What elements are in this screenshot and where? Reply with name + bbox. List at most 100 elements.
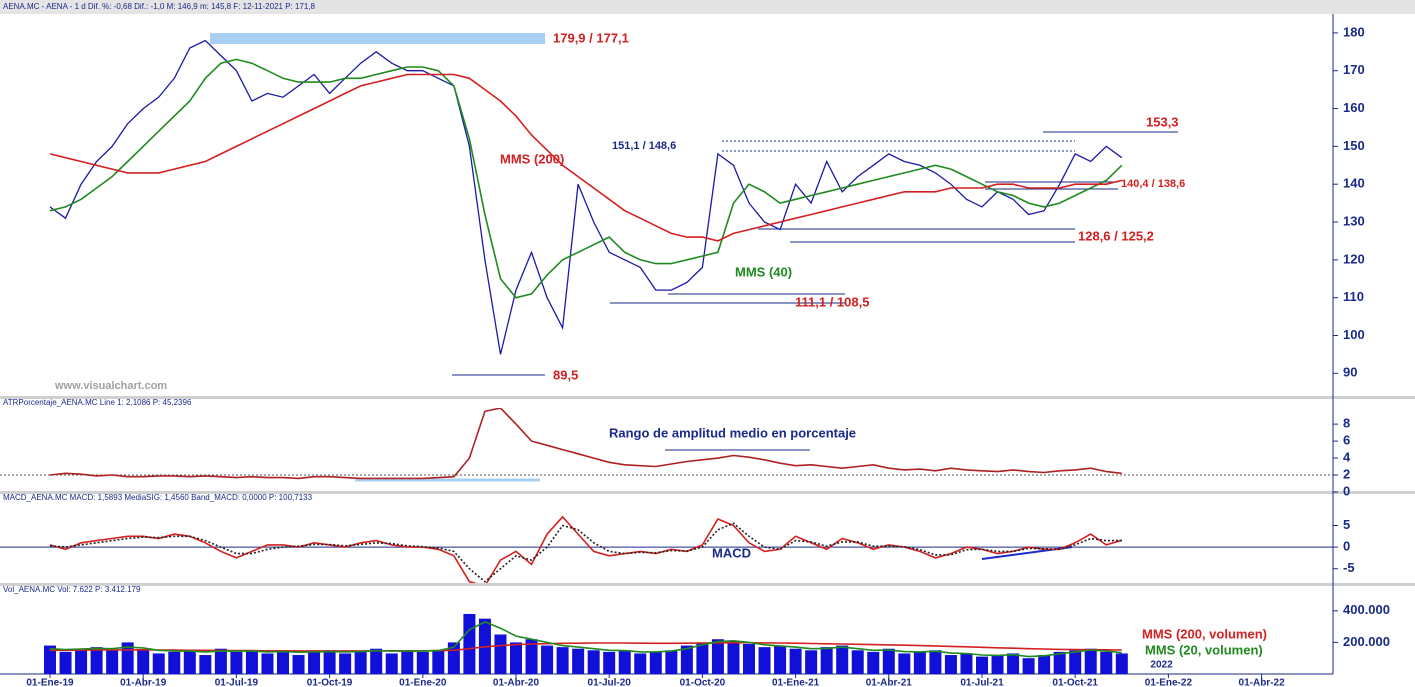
volume-bar bbox=[121, 642, 134, 674]
y-tick-label: 5 bbox=[1343, 517, 1350, 532]
x-tick-label: 01-Jul-20 bbox=[588, 678, 632, 687]
series-label: MMS (200, volumen) bbox=[1142, 626, 1267, 641]
x-tick-label: 01-Jul-19 bbox=[215, 678, 259, 687]
volume-bar bbox=[75, 648, 88, 674]
volume-bar bbox=[1022, 658, 1035, 674]
volume-bar bbox=[339, 653, 352, 674]
volume-bar bbox=[913, 651, 926, 674]
volume-bar bbox=[789, 648, 802, 674]
volume-bar bbox=[587, 650, 600, 674]
series-line bbox=[49, 58, 1123, 299]
volume-bar bbox=[665, 650, 678, 674]
annotation: 89,5 bbox=[553, 367, 578, 382]
x-tick-label: 01-Abr-21 bbox=[866, 678, 913, 687]
series-label: MMS (40) bbox=[735, 264, 792, 279]
x-tick-label: 01-Abr-20 bbox=[493, 678, 540, 687]
annotation: 179,9 / 177,1 bbox=[553, 30, 629, 45]
y-tick-label: 2 bbox=[1343, 466, 1350, 481]
y-tick-label: 8 bbox=[1343, 416, 1350, 431]
volume-bar bbox=[277, 650, 289, 674]
volume-bar bbox=[727, 640, 740, 674]
volume-bar bbox=[929, 650, 942, 674]
volume-bar bbox=[385, 653, 398, 674]
volume-bar bbox=[991, 655, 1004, 674]
volume-bar bbox=[183, 650, 196, 674]
volume-bar bbox=[898, 653, 911, 674]
x-tick-label: 01-Ene-22 bbox=[1145, 678, 1193, 687]
separator bbox=[0, 583, 1415, 586]
y-tick-label: 0 bbox=[1343, 483, 1350, 498]
volume-bar bbox=[758, 647, 771, 674]
series-line bbox=[50, 641, 1122, 652]
x-tick-label: 01-Ene-19 bbox=[26, 678, 74, 687]
y-tick-label: 140 bbox=[1343, 176, 1365, 191]
x-tick-label: 01-Abr-22 bbox=[1239, 678, 1286, 687]
resistance-band bbox=[210, 33, 545, 44]
volume-bar bbox=[711, 639, 724, 674]
volume-bar bbox=[696, 642, 709, 674]
volume-bar bbox=[59, 651, 72, 674]
volume-bar bbox=[292, 655, 305, 674]
y-tick-label: 400.000 bbox=[1343, 602, 1390, 617]
panel-header: MACD_AENA.MC MACD: 1,5893 MediaSIG: 1,45… bbox=[3, 493, 313, 502]
x-tick-label: 01-Abr-19 bbox=[120, 678, 167, 687]
series-label: MMS (200) bbox=[500, 151, 564, 166]
series-line bbox=[49, 408, 1122, 480]
volume-bar bbox=[137, 650, 150, 674]
volume-bar bbox=[1038, 655, 1051, 674]
volume-bar bbox=[370, 648, 383, 674]
volume-bar bbox=[882, 648, 895, 674]
volume-bar bbox=[820, 647, 833, 674]
y-tick-label: 120 bbox=[1343, 251, 1365, 266]
annotation: 151,1 / 148,6 bbox=[612, 140, 676, 152]
annotation: MACD bbox=[712, 545, 751, 560]
annotation: 153,3 bbox=[1146, 114, 1179, 129]
volume-bar bbox=[106, 650, 119, 674]
x-tick-label: 01-Oct-20 bbox=[680, 678, 726, 687]
y-tick-label: 110 bbox=[1343, 289, 1364, 304]
volume-bar bbox=[743, 643, 755, 674]
volume-bar bbox=[618, 650, 631, 674]
annotation: 111,1 / 108,5 bbox=[795, 294, 869, 309]
y-tick-label: -5 bbox=[1343, 560, 1355, 575]
volume-bar bbox=[432, 650, 445, 674]
volume-bar bbox=[525, 639, 538, 674]
x-tick-label: 01-Oct-19 bbox=[307, 678, 353, 687]
volume-bar bbox=[152, 653, 165, 674]
volume-bar bbox=[603, 651, 616, 674]
volume-bar bbox=[401, 650, 414, 674]
volume-bar bbox=[572, 648, 585, 674]
series-label: MMS (20, volumen) bbox=[1145, 642, 1263, 657]
volume-bar bbox=[680, 645, 693, 674]
series-line bbox=[49, 621, 1122, 658]
volume-bar bbox=[944, 655, 957, 674]
series-line bbox=[49, 515, 1123, 583]
y-tick-label: 130 bbox=[1343, 213, 1365, 228]
series-line bbox=[49, 39, 1123, 355]
panel-header: Vol_AENA.MC Vol: 7.622 P: 3.412.179 bbox=[3, 585, 141, 594]
volume-bar bbox=[649, 651, 662, 674]
panel-header: ATRPorcentaje_AENA.MC Line 1: 2,1086 P: … bbox=[3, 398, 192, 407]
y-tick-label: 170 bbox=[1343, 62, 1365, 77]
y-tick-label: 0 bbox=[1343, 539, 1350, 554]
volume-bar bbox=[416, 651, 429, 674]
volume-bar bbox=[90, 647, 103, 674]
x-tick-label: 01-Jul-21 bbox=[960, 678, 1004, 687]
y-tick-label: 180 bbox=[1343, 24, 1365, 39]
volume-bar bbox=[494, 634, 507, 674]
volume-bar bbox=[510, 642, 522, 674]
y-tick-label: 160 bbox=[1343, 100, 1365, 115]
volume-bar bbox=[960, 653, 973, 674]
y-tick-label: 150 bbox=[1343, 138, 1365, 153]
y-tick-label: 200.000 bbox=[1343, 634, 1390, 649]
volume-bar bbox=[261, 653, 274, 674]
volume-bar bbox=[1007, 653, 1020, 674]
volume-bar bbox=[463, 613, 476, 674]
x-tick-label: 01-Ene-20 bbox=[399, 678, 447, 687]
volume-bar bbox=[851, 650, 864, 674]
separator bbox=[0, 396, 1415, 399]
volume-bar bbox=[805, 650, 818, 674]
separator bbox=[0, 491, 1415, 494]
volume-bar bbox=[541, 645, 554, 674]
